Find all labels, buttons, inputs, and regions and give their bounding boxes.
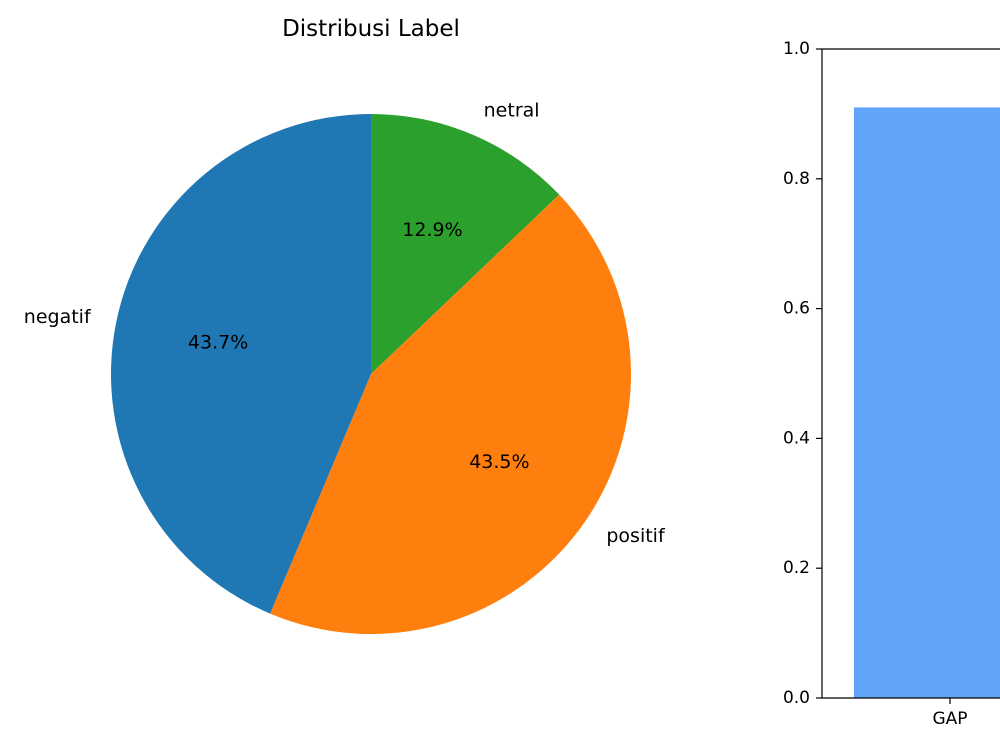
- bar-chart: 0.0 0.2 0.4 0.6 0.8 1.0 GAP: [783, 39, 1000, 729]
- pie-pct-positif: 43.5%: [469, 451, 529, 473]
- pie-label-netral: netral: [484, 100, 540, 122]
- bar-axes: 0.0 0.2 0.4 0.6 0.8 1.0 GAP: [783, 39, 1000, 729]
- x-tick-label: GAP: [932, 709, 967, 729]
- bar-gap: [854, 107, 1000, 698]
- y-tick-label: 0.4: [783, 428, 810, 448]
- pie-pct-netral: 12.9%: [402, 219, 462, 241]
- pie-slices: [111, 114, 631, 634]
- bar-marks: [854, 107, 1000, 698]
- pie-chart: Distribusi Label netral 12.9% positif 43.5%…: [24, 16, 666, 634]
- y-tick-label: 0.0: [783, 688, 810, 708]
- pie-title: Distribusi Label: [282, 16, 460, 42]
- y-tick-label: 1.0: [783, 39, 810, 59]
- pie-slice-netral: [371, 114, 560, 374]
- pie-pct-negatif: 43.7%: [188, 332, 248, 354]
- y-tick-label: 0.6: [783, 299, 810, 319]
- pie-label-negatif: negatif: [24, 306, 92, 328]
- y-tick-label: 0.8: [783, 169, 810, 189]
- pie-slice-negatif: [111, 114, 371, 614]
- pie-slice-positif: [270, 194, 631, 634]
- pie-label-positif: positif: [606, 525, 666, 547]
- y-tick-label: 0.2: [783, 558, 810, 578]
- pie-labels: netral 12.9% positif 43.5% negatif 43.7%: [24, 100, 666, 547]
